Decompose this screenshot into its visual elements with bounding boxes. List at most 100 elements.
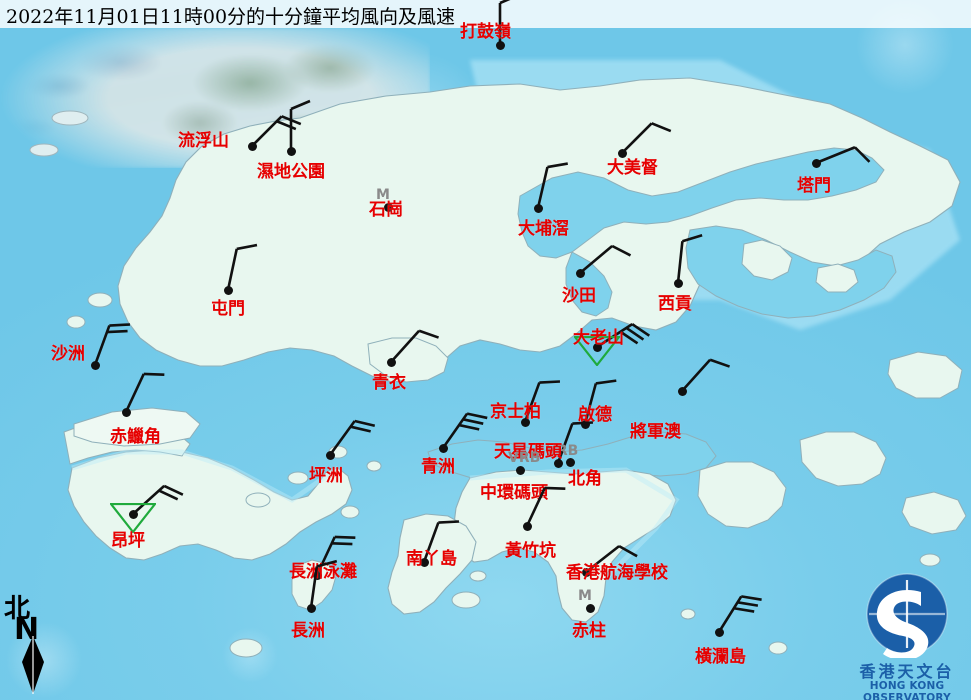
station-marker-dot[interactable] [617,148,627,158]
station-marker-dot[interactable] [811,158,821,168]
station-name-label: 天星碼頭 [494,442,562,462]
station-marker-dot[interactable] [247,141,257,151]
station-name-label: 沙田 [562,286,596,306]
station-marker-dot[interactable] [714,627,724,637]
hko-logo: 香港天文台 HONG KONG OBSERVATORY [843,572,971,700]
wind-barb-icon [583,379,617,425]
land-tsing-yi [367,337,449,383]
wind-barb-icon [328,419,376,456]
wind-barb-icon [498,0,511,45]
station-name-label: 黃竹坑 [505,541,556,561]
wind-barb-icon [585,545,638,574]
compass-rose: 北 N [2,588,64,698]
station-marker-dot[interactable] [312,570,322,580]
station-marker-dot[interactable] [90,360,100,370]
variable-wind-marker: VRB [508,450,541,466]
station-name-label: 長洲 [291,621,325,641]
hko-emblem-icon [866,573,948,658]
station-marker-dot[interactable] [533,203,543,213]
wind-barb-icon [596,323,651,349]
station-marker-dot[interactable] [325,450,335,460]
wind-barb-icon [422,520,460,563]
station-marker-dot[interactable] [581,567,591,577]
station-name-label: 橫瀾島 [695,647,746,667]
station-name-label: 坪洲 [309,466,343,486]
wind-barb-icon [676,234,703,284]
wind-barb-icon [93,323,131,366]
coastal-shading [71,449,680,580]
station-name-label: 京士柏 [490,402,541,422]
station-marker-dot[interactable] [522,521,532,531]
wind-barb-icon [536,162,568,209]
station-marker-dot[interactable] [128,509,138,519]
station-name-label: 啟德 [578,405,612,425]
wind-barb-icon [315,535,356,576]
station-name-label: 青洲 [421,457,455,477]
sai-kung-water [685,225,897,319]
missing-data-marker: M [578,588,592,604]
station-marker-dot[interactable] [565,457,575,467]
station-marker-dot[interactable] [121,407,131,417]
wind-barb-icon [579,244,632,274]
wind-barb-icon [226,243,258,291]
station-name-label: 中環碼頭 [480,483,548,503]
station-name-label: 濕地公園 [257,162,325,182]
wind-barb-icon [390,329,440,363]
station-name-label: 石崗 [369,200,403,220]
station-marker-dot[interactable] [495,40,505,50]
station-marker-dot[interactable] [553,458,563,468]
station-name-label: 赤柱 [572,621,606,641]
land-lamma-island [387,513,477,615]
station-marker-dot[interactable] [386,357,396,367]
station-marker-dot[interactable] [677,386,687,396]
wind-barb-icon [124,372,165,413]
land-outer-islands-east [697,351,967,535]
station-name-label: 將軍澳 [630,422,681,442]
station-name-label: 青衣 [372,373,406,393]
station-marker-dot[interactable] [585,603,595,613]
title-banner: 2022年11月01日11時00分的十分鐘平均風向及風速 [0,0,971,28]
station-marker-dot[interactable] [383,202,393,212]
variable-wind-marker: VRB [546,443,579,459]
station-name-label: 打鼓嶺 [460,22,511,42]
wind-barb-icon [556,421,594,464]
station-name-label: 赤鱲角 [110,427,161,447]
wind-barb-icon [309,559,338,609]
wind-barb-icon [525,486,566,527]
station-marker-dot[interactable] [515,465,525,475]
station-name-label: 長洲泳灘 [289,562,357,582]
station-marker-dot[interactable] [286,146,296,156]
station-name-label: 塔門 [797,176,831,196]
station-name-label: 北角 [568,469,602,489]
station-marker-dot[interactable] [419,557,429,567]
hko-name-en: HONG KONG OBSERVATORY [863,680,951,700]
gust-triangle-icon [574,336,620,366]
station-marker-dot[interactable] [223,285,233,295]
station-name-label: 沙洲 [51,344,85,364]
station-marker-dot[interactable] [306,603,316,613]
station-name-label: 西貢 [658,294,692,314]
page-title: 2022年11月01日11時00分的十分鐘平均風向及風速 [6,6,456,28]
wind-barb-icon [815,146,871,165]
compass-needle-icon [22,636,44,694]
compass-north-label-cn: 北 [4,594,31,624]
station-name-label: 昂坪 [111,531,145,551]
wind-barb-icon [523,380,561,423]
station-name-label: 大老山 [573,328,624,348]
wind-barb-icon [441,412,488,449]
gust-triangle-icon [110,503,156,533]
land-chek-lap-kok [73,407,201,447]
station-name-label: 大埔滘 [518,219,569,239]
station-name-label: 香港航海學校 [566,563,668,583]
station-name-label: 流浮山 [178,131,229,151]
station-marker-dot[interactable] [438,443,448,453]
station-marker-dot[interactable] [673,278,683,288]
wind-barb-icon [289,99,311,151]
station-name-label: 南丫島 [406,549,457,569]
station-marker-dot[interactable] [520,417,530,427]
station-marker-dot[interactable] [592,342,602,352]
station-marker-dot[interactable] [575,268,585,278]
wind-barb-icon [717,595,762,633]
station-name-label: 屯門 [211,299,245,319]
wind-barb-icon [621,122,672,154]
